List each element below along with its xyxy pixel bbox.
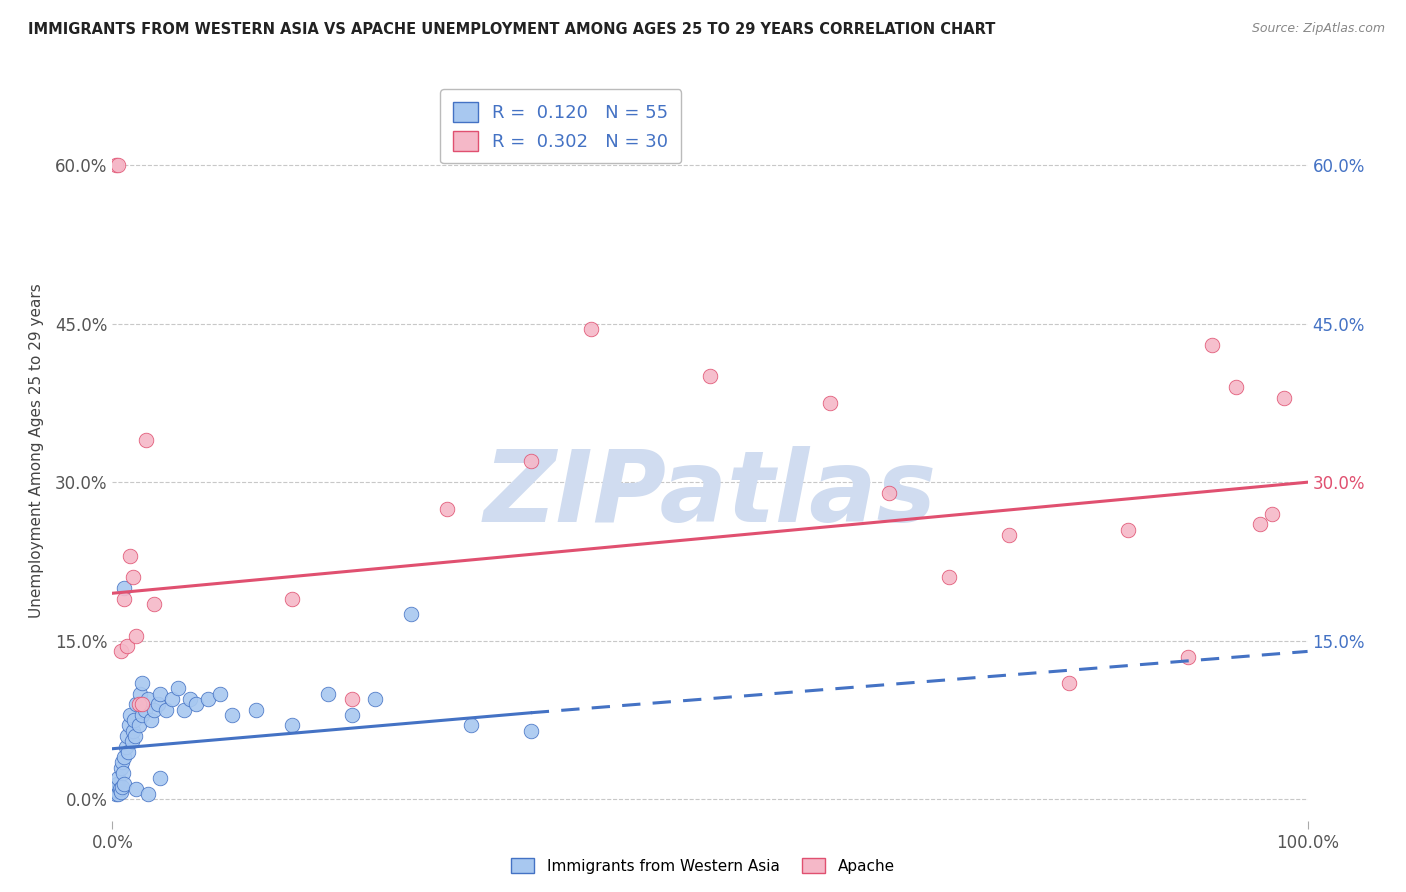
Point (173, 703, 195, 717)
Point (107, 158, 129, 172)
Point (340, 692, 363, 706)
Point (129, 687, 152, 701)
Point (1261, 507, 1284, 521)
Point (105, 776, 128, 791)
Point (401, 607, 423, 622)
Point (340, 707, 363, 722)
Point (699, 369, 721, 384)
Text: IMMIGRANTS FROM WESTERN ASIA VS APACHE UNEMPLOYMENT AMONG AGES 25 TO 29 YEARS CO: IMMIGRANTS FROM WESTERN ASIA VS APACHE U… (28, 22, 995, 37)
Point (105, 787, 128, 801)
Text: ZIPatlas: ZIPatlas (484, 446, 936, 543)
Point (143, 597, 166, 611)
Point (117, 745, 139, 759)
Point (107, 772, 129, 786)
Point (128, 698, 150, 712)
Point (818, 396, 841, 410)
Point (436, 501, 458, 516)
Point (460, 718, 482, 732)
Point (107, 787, 129, 801)
Point (112, 766, 135, 780)
Point (105, 784, 128, 798)
Point (1272, 391, 1295, 405)
Point (1249, 517, 1271, 532)
Point (111, 780, 134, 794)
Point (179, 692, 201, 706)
Point (1177, 649, 1199, 664)
Point (1057, 676, 1080, 690)
Legend: Immigrants from Western Asia, Apache: Immigrants from Western Asia, Apache (505, 852, 901, 880)
Point (115, 729, 138, 743)
Y-axis label: Unemployment Among Ages 25 to 29 years: Unemployment Among Ages 25 to 29 years (30, 283, 44, 618)
Point (104, 781, 127, 796)
Point (120, 707, 142, 722)
Point (121, 570, 143, 584)
Point (139, 713, 162, 727)
Point (121, 734, 143, 748)
Point (138, 787, 160, 801)
Point (114, 581, 135, 595)
Text: Source: ZipAtlas.com: Source: ZipAtlas.com (1251, 22, 1385, 36)
Point (1118, 523, 1140, 537)
Point (138, 692, 160, 706)
Point (1225, 380, 1247, 394)
Point (879, 485, 901, 500)
Point (118, 718, 141, 732)
Point (281, 718, 304, 732)
Point (998, 528, 1021, 542)
Point (167, 681, 190, 696)
Point (124, 729, 146, 743)
Point (121, 723, 143, 738)
Point (197, 692, 219, 706)
Point (110, 644, 132, 658)
Point (125, 628, 148, 642)
Point (1201, 337, 1223, 351)
Point (125, 698, 148, 712)
Point (245, 703, 267, 717)
Point (134, 703, 156, 717)
Point (114, 591, 135, 606)
Point (143, 703, 166, 717)
Point (131, 707, 153, 722)
Point (520, 723, 543, 738)
Point (221, 707, 243, 722)
Point (579, 322, 602, 336)
Point (209, 687, 232, 701)
Point (149, 687, 172, 701)
Point (146, 698, 169, 712)
Point (128, 718, 150, 732)
Point (120, 549, 142, 564)
Point (110, 761, 132, 775)
Point (135, 433, 157, 447)
Point (131, 676, 153, 690)
Point (281, 591, 304, 606)
Point (125, 781, 148, 796)
Point (114, 776, 135, 791)
Point (105, 158, 128, 172)
Point (115, 639, 138, 653)
Point (316, 687, 339, 701)
Point (131, 698, 153, 712)
Point (122, 713, 145, 727)
Point (108, 781, 131, 796)
Point (520, 454, 543, 468)
Point (111, 756, 134, 770)
Point (110, 785, 132, 799)
Point (114, 739, 136, 754)
Point (149, 772, 172, 786)
Point (938, 570, 960, 584)
Point (155, 703, 177, 717)
Point (364, 692, 387, 706)
Point (186, 698, 208, 712)
Legend: R =  0.120   N = 55, R =  0.302   N = 30: R = 0.120 N = 55, R = 0.302 N = 30 (440, 89, 681, 163)
Point (114, 750, 135, 764)
Point (162, 692, 183, 706)
